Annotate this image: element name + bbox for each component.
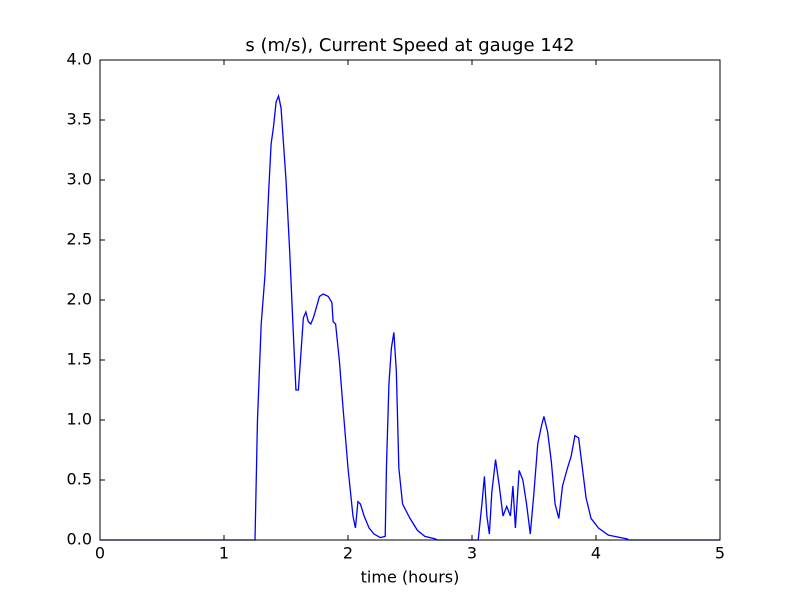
y-tick-label: 0.5	[67, 470, 92, 489]
y-tick-label: 3.0	[67, 170, 92, 189]
x-tick-label: 4	[591, 544, 601, 563]
x-tick-label: 3	[467, 544, 477, 563]
x-tick-label: 1	[219, 544, 229, 563]
y-tick-label: 2.0	[67, 290, 92, 309]
plot-frame	[99, 59, 721, 541]
y-tick-label: 1.0	[67, 410, 92, 429]
chart-title: s (m/s), Current Speed at gauge 142	[245, 35, 574, 56]
y-tick-label: 2.5	[67, 230, 92, 249]
x-tick-label: 5	[715, 544, 725, 563]
y-tick-label: 4.0	[67, 50, 92, 69]
x-tick-label: 0	[95, 544, 105, 563]
y-tick-label: 1.5	[67, 350, 92, 369]
x-axis-label: time (hours)	[361, 568, 460, 587]
y-tick-label: 3.5	[67, 110, 92, 129]
data-line	[100, 93, 720, 541]
x-tick-label: 2	[343, 544, 353, 563]
y-tick-label: 0.0	[67, 530, 92, 549]
